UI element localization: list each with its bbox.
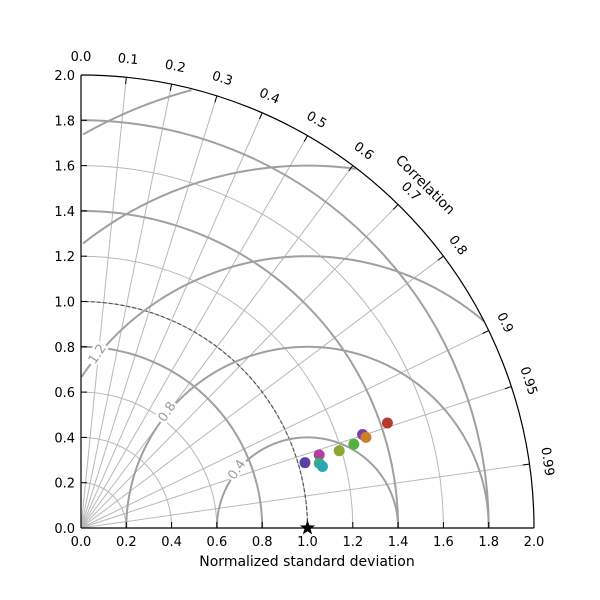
x-tick-label: 1.0 (297, 535, 318, 550)
correlation-tick-label: 0.99 (537, 446, 556, 477)
y-tick-label: 0.8 (54, 341, 75, 356)
correlation-tick-label: 0.1 (117, 51, 139, 68)
std-arc (80, 209, 400, 529)
data-point (348, 438, 360, 450)
correlation-tick (392, 204, 399, 210)
correlation-tick-label: 0.95 (516, 365, 539, 397)
rms-contour-label-backdrop (223, 455, 249, 483)
x-tick-label: 0.6 (207, 535, 228, 550)
rms-contour (82, 89, 192, 136)
y-tick-label: 1.0 (54, 296, 75, 311)
x-tick-label: 1.6 (433, 535, 454, 550)
x-tick-label: 0.2 (116, 535, 137, 550)
std-gridline (80, 165, 444, 529)
y-tick-label: 1.6 (54, 160, 75, 175)
correlation-tick (504, 386, 512, 390)
data-point (360, 431, 372, 443)
correlation-tick-label: 0.8 (445, 233, 469, 259)
grid-layer (80, 75, 530, 529)
correlation-tick-label: 0.4 (257, 86, 282, 108)
x-tick-label: 0.4 (161, 535, 182, 550)
y-tick-label: 0.4 (54, 431, 75, 446)
correlation-tick (482, 330, 489, 334)
correlation-tick-label: 0.6 (351, 139, 377, 163)
correlation-tick (169, 84, 173, 91)
reference-std-arc (80, 300, 309, 529)
correlation-tick (348, 165, 354, 172)
x-tick-label: 2.0 (524, 535, 545, 550)
std-gridline (80, 436, 173, 529)
rms-contour (125, 345, 490, 529)
data-point (313, 449, 325, 461)
y-tick-label: 0.6 (54, 386, 75, 401)
reference-star (299, 520, 316, 535)
correlation-tick-label: 0.0 (71, 50, 92, 65)
points-layer (299, 417, 393, 535)
rms-contour (82, 164, 356, 245)
x-tick-label: 1.4 (388, 535, 409, 550)
y-tick-label: 2.0 (54, 69, 75, 84)
std-arc (80, 119, 490, 529)
std-arc (80, 345, 264, 529)
data-point (299, 457, 311, 469)
x-tick-label: 0.0 (71, 535, 92, 550)
correlation-tick-label: 0.2 (163, 57, 186, 76)
correlation-tick (522, 463, 530, 466)
y-tick-label: 1.2 (54, 250, 75, 265)
data-point (316, 460, 328, 472)
x-tick-label: 1.2 (342, 535, 363, 550)
rms-contour-label-backdrop (83, 339, 110, 368)
std-gridline (80, 210, 399, 529)
x-tick-label: 1.8 (478, 535, 499, 550)
correlation-tick (259, 112, 263, 120)
correlation-tick (214, 95, 218, 103)
correlation-tick (437, 255, 444, 261)
data-point (333, 445, 345, 457)
outer-correlation-arc (80, 74, 535, 529)
std-gridline (80, 391, 218, 529)
rms-contour-label-backdrop (153, 397, 179, 426)
y-tick-label: 0.2 (54, 477, 75, 492)
y-tick-label: 0.0 (54, 522, 75, 537)
std-gridline (80, 482, 127, 529)
x-tick-label: 0.8 (252, 535, 273, 550)
correlation-tick-label: 0.9 (493, 310, 516, 335)
correlation-tick-label: 0.5 (304, 109, 329, 132)
x-axis-title: Normalized standard deviation (199, 554, 414, 570)
data-point (381, 417, 393, 429)
correlation-tick-label: 0.3 (210, 69, 234, 90)
correlation-tick (125, 77, 127, 85)
y-tick-label: 1.8 (54, 114, 75, 129)
std-gridline (80, 255, 354, 529)
rms-contour (215, 436, 400, 528)
y-tick-label: 1.4 (54, 205, 75, 220)
correlation-tick (303, 135, 308, 142)
rms-contour (80, 255, 485, 378)
